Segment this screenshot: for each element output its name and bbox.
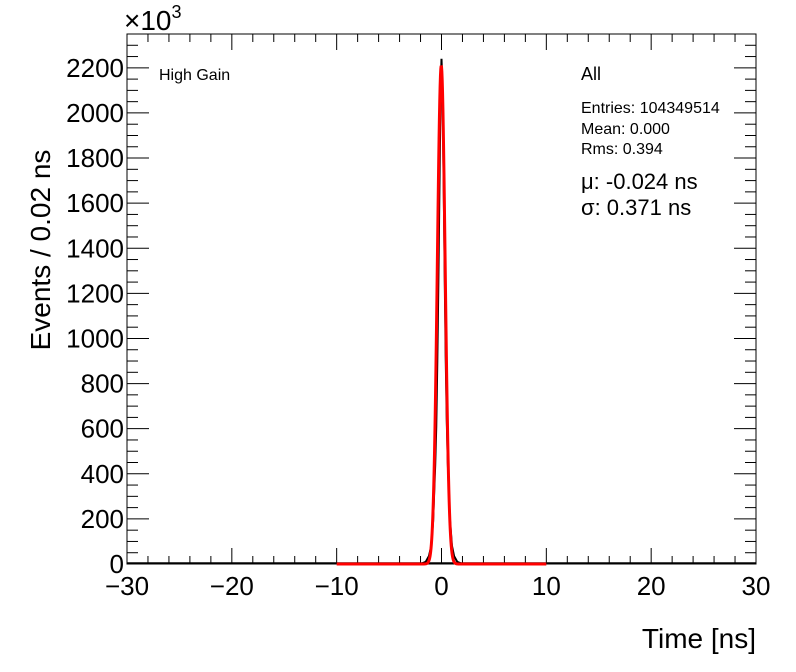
y-tick-label: 1000: [66, 323, 124, 353]
fit-sigma: σ: 0.371 ns: [581, 195, 691, 220]
y-tick-label: 1400: [66, 233, 124, 263]
y-multiplier-exponent: 3: [172, 2, 182, 22]
y-tick-label: 1200: [66, 278, 124, 308]
histogram-series: [420, 58, 463, 565]
stats-mean: Mean: 0.000: [581, 121, 670, 138]
x-tick-label: 10: [532, 571, 561, 601]
x-axis: −30 −20 −10 0 10 20 30: [105, 34, 771, 601]
fit-mu: μ: -0.024 ns: [581, 169, 698, 194]
y-axis-title: Events / 0.02 ns: [25, 150, 56, 351]
x-tick-label: −10: [315, 571, 359, 601]
y-tick-label: 600: [81, 414, 124, 444]
x-tick-label: −30: [105, 571, 149, 601]
y-tick-label: 200: [81, 504, 124, 534]
series-layer: [127, 58, 756, 566]
x-tick-label: 20: [637, 571, 666, 601]
stats-title: All: [581, 64, 601, 84]
x-tick-label: 30: [742, 571, 771, 601]
stats-rms: Rms: 0.394: [581, 141, 663, 158]
y-tick-label: 2000: [66, 98, 124, 128]
y-tick-label: 1600: [66, 188, 124, 218]
y-multiplier-base: ×10: [124, 5, 172, 36]
y-tick-label: 400: [81, 459, 124, 489]
x-axis-title: Time [ns]: [642, 623, 756, 654]
y-axis: 0 200 400 600 800 1000 1200 1400 1600 1800 2000 220…: [66, 33, 756, 579]
y-tick-label: 2200: [66, 53, 124, 83]
x-tick-label: 0: [434, 571, 448, 601]
y-tick-label: 1800: [66, 143, 124, 173]
stats-entries: Entries: 104349514: [581, 100, 720, 117]
y-tick-label: 800: [81, 369, 124, 399]
x-tick-label: −20: [210, 571, 254, 601]
gaussian-fit-series: [336, 65, 547, 566]
gain-label: High Gain: [159, 67, 230, 84]
y-tick-label: 0: [110, 549, 124, 579]
y-multiplier: ×103: [124, 2, 182, 36]
